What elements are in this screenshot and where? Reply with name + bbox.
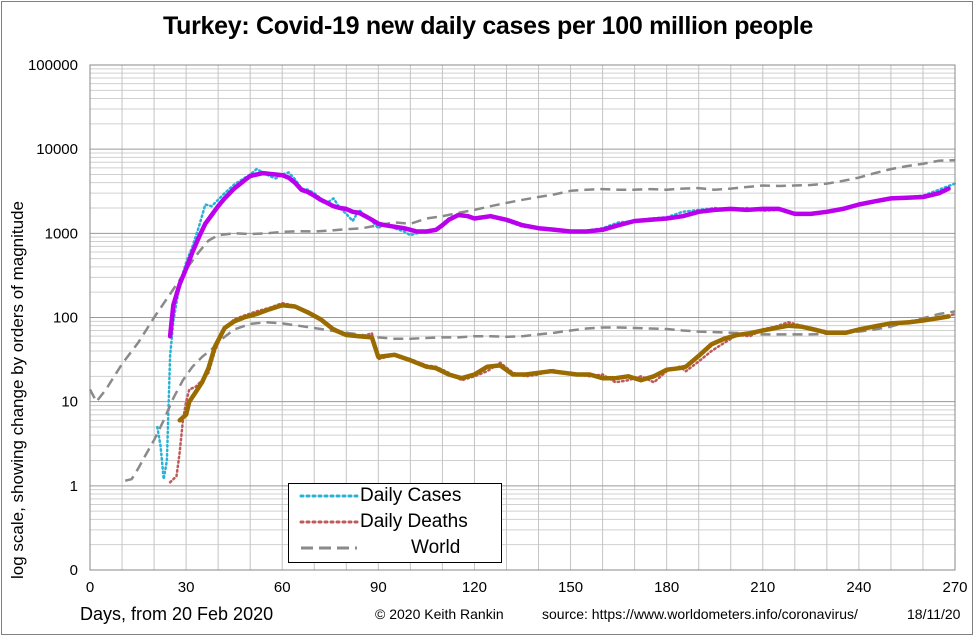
series-line-world-dashed [124, 310, 956, 482]
y-axis-label: log scale, showing change by orders of m… [8, 200, 27, 580]
x-tick-label: 120 [462, 579, 487, 596]
x-tick-label: 180 [654, 579, 679, 596]
y-tick-label: 100 [53, 310, 78, 327]
legend-label-world: World [411, 537, 461, 558]
legend: Daily Cases Daily Deaths World [288, 483, 502, 563]
series-layer [88, 158, 957, 484]
axes: 0 1 10 100 1000 10000 100000 0 30 60 90 120 150 180 21… [28, 57, 968, 596]
y-tick-label: 1000 [45, 225, 78, 242]
legend-label-daily-deaths: Daily Deaths [360, 511, 468, 532]
x-tick-label: 30 [178, 579, 195, 596]
legend-swatch-daily-deaths [299, 520, 359, 524]
y-tick-label: 10000 [36, 141, 78, 158]
legend-swatch-world [301, 546, 357, 550]
legend-item-daily-cases: Daily Cases [289, 484, 501, 508]
x-tick-label: 0 [86, 579, 94, 596]
series-line-daily-cases-solid [167, 170, 951, 339]
date-note: 18/11/20 [907, 606, 961, 622]
y-tick-label: 10 [61, 394, 78, 411]
x-axis-label: Days, from 20 Feb 2020 [80, 604, 274, 624]
series-line-world-dashed [88, 158, 956, 403]
x-tick-label: 270 [942, 579, 967, 596]
source-note: source: https://www.worldometers.info/co… [542, 606, 858, 622]
y-tick-label: 0 [70, 562, 78, 579]
copyright-note: © 2020 Keith Rankin [375, 606, 504, 622]
grid [90, 64, 955, 571]
y-tick-label: 1 [70, 478, 78, 495]
y-tick-label: 100000 [28, 57, 78, 74]
plot-border [89, 64, 956, 571]
series-line-daily-deaths-solid [177, 302, 951, 423]
x-tick-label: 240 [846, 579, 871, 596]
chart-title: Turkey: Covid-19 new daily cases per 100… [163, 12, 813, 40]
legend-swatch-daily-cases [299, 494, 359, 498]
x-tick-label: 210 [750, 579, 775, 596]
x-tick-label: 150 [558, 579, 583, 596]
x-tick-label: 90 [370, 579, 387, 596]
legend-label-daily-cases: Daily Cases [360, 485, 462, 506]
legend-item-daily-deaths: Daily Deaths [289, 510, 501, 534]
legend-item-world: World [289, 536, 501, 560]
x-tick-label: 60 [274, 579, 291, 596]
